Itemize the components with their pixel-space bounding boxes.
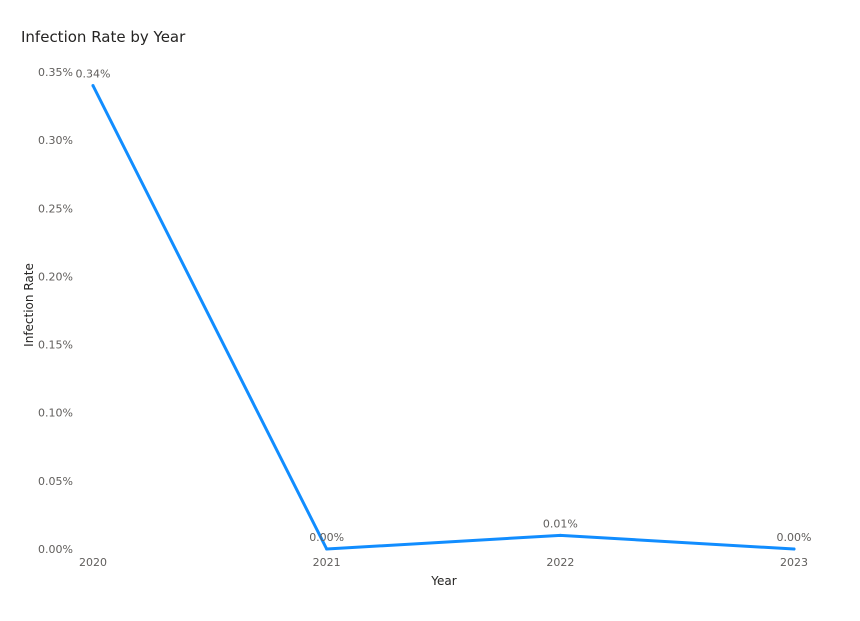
chart-title: Infection Rate by Year — [21, 28, 186, 46]
y-tick-label: 0.30% — [38, 134, 73, 147]
data-label: 0.01% — [543, 517, 578, 530]
x-tick-label: 2023 — [780, 556, 808, 569]
data-point — [325, 547, 329, 551]
data-labels: 0.34% 0.00% 0.01% 0.00% — [76, 68, 812, 544]
y-axis-ticks: 0.00% 0.05% 0.10% 0.15% 0.20% 0.25% 0.30% 0.35% — [38, 66, 73, 556]
y-tick-label: 0.35% — [38, 66, 73, 79]
data-point — [558, 533, 562, 537]
x-axis-title: Year — [430, 574, 456, 588]
data-point — [91, 84, 95, 88]
x-tick-label: 2022 — [546, 556, 574, 569]
x-tick-label: 2020 — [79, 556, 107, 569]
data-label: 0.00% — [777, 531, 812, 544]
y-tick-label: 0.10% — [38, 407, 73, 420]
y-tick-label: 0.05% — [38, 475, 73, 488]
series-layer — [91, 84, 796, 551]
x-axis-ticks: 2020 2021 2022 2023 — [79, 556, 808, 569]
y-tick-label: 0.20% — [38, 270, 73, 283]
data-point — [792, 547, 796, 551]
x-tick-label: 2021 — [313, 556, 341, 569]
y-axis-title: Infection Rate — [22, 263, 36, 347]
data-label: 0.34% — [76, 68, 111, 81]
y-tick-label: 0.25% — [38, 202, 73, 215]
y-tick-label: 0.15% — [38, 339, 73, 352]
data-label: 0.00% — [309, 531, 344, 544]
series-line — [91, 84, 796, 551]
y-tick-label: 0.00% — [38, 543, 73, 556]
